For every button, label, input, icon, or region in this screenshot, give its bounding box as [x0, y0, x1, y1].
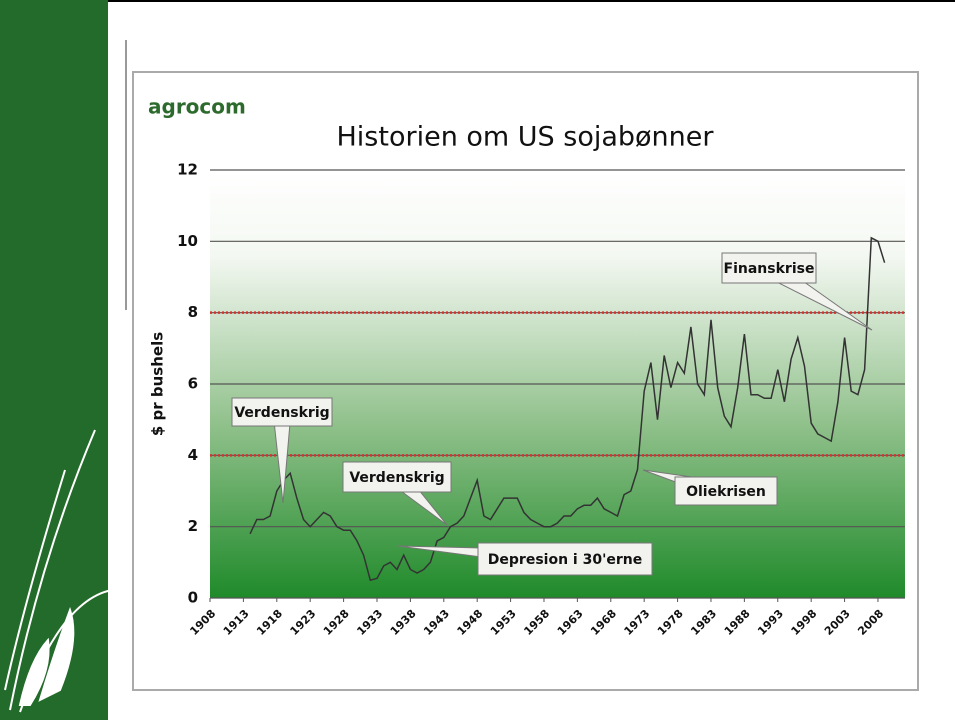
callout-box [342, 461, 452, 493]
callout-box [674, 476, 778, 506]
annotation: Verdenskrig [349, 470, 444, 486]
y-tick-label: 0 [188, 589, 198, 607]
side-band [0, 0, 108, 720]
annotation: Finanskrise [724, 261, 815, 277]
annotation: Oliekrisen [686, 484, 766, 500]
callout: Verdenskrig [231, 397, 333, 504]
callout: Verdenskrig [342, 461, 452, 526]
callout: Depresion i 30'erne [397, 542, 653, 576]
callout-box [721, 252, 817, 284]
logo: agrocom [148, 95, 246, 119]
y-tick-label: 10 [177, 232, 198, 250]
callout: Finanskrise [721, 252, 873, 331]
callout-box [231, 397, 333, 427]
annotation: Depresion i 30'erne [488, 552, 642, 568]
y-tick-label: 4 [188, 446, 198, 464]
callout: Oliekrisen [642, 469, 778, 506]
price-line [249, 236, 886, 582]
y-tick-label: 6 [188, 375, 198, 393]
annotation: Verdenskrig [234, 405, 329, 421]
y-tick-label: 12 [177, 161, 198, 179]
y-tick-label: 8 [188, 303, 198, 321]
callout-box [477, 542, 653, 576]
wheat-ornament [4, 429, 113, 713]
chart-title: Historien om US sojabønner [337, 122, 715, 153]
y-tick-label: 2 [188, 517, 198, 535]
y-axis-label: $ pr bushels [149, 332, 167, 436]
